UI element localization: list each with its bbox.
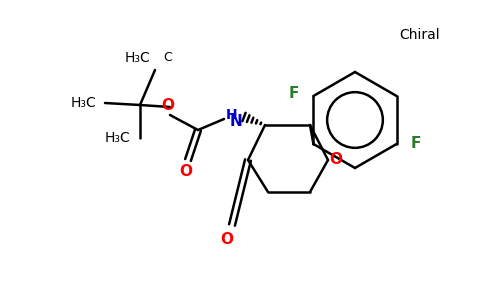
Text: O: O	[330, 152, 343, 167]
Text: O: O	[162, 98, 175, 112]
Text: N: N	[229, 113, 242, 128]
Text: F: F	[410, 136, 421, 152]
Text: O: O	[180, 164, 193, 179]
Text: H₃C: H₃C	[124, 51, 150, 65]
Text: H: H	[226, 108, 238, 122]
Text: C: C	[163, 51, 172, 64]
Text: H₃C: H₃C	[105, 131, 131, 145]
Text: F: F	[289, 86, 300, 101]
Text: Chiral: Chiral	[400, 28, 440, 42]
Text: H₃C: H₃C	[70, 96, 96, 110]
Text: O: O	[221, 232, 233, 247]
